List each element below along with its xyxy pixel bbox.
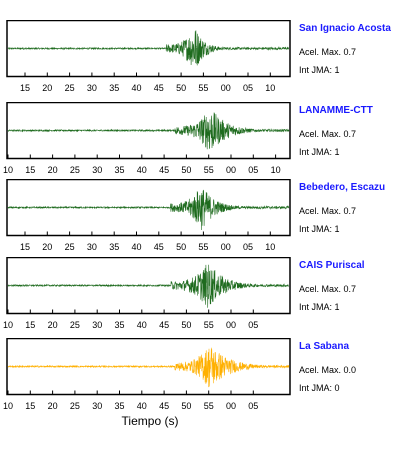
x-tick-label: 05 bbox=[248, 165, 258, 175]
station-name: LANAMME-CTT bbox=[299, 105, 373, 116]
x-tick-label: 35 bbox=[109, 83, 119, 93]
station-name: Bebedero, Escazu bbox=[299, 182, 386, 193]
x-tick-label: 35 bbox=[114, 320, 124, 330]
x-tick-label: 30 bbox=[87, 83, 97, 93]
x-tick-label: 10 bbox=[265, 242, 275, 252]
x-tick-label: 20 bbox=[48, 165, 58, 175]
x-tick-label: 00 bbox=[226, 165, 236, 175]
x-tick-label: 00 bbox=[221, 242, 231, 252]
x-tick-label: 00 bbox=[221, 83, 231, 93]
station-jma-intensity: Int JMA: 1 bbox=[299, 302, 340, 312]
x-tick-label: 35 bbox=[114, 165, 124, 175]
x-tick-label: 50 bbox=[181, 320, 191, 330]
station-jma-intensity: Int JMA: 1 bbox=[299, 147, 340, 157]
x-tick-label: 20 bbox=[48, 320, 58, 330]
x-tick-label: 05 bbox=[248, 320, 258, 330]
x-tick-label: 40 bbox=[137, 401, 147, 411]
x-tick-label: 05 bbox=[243, 83, 253, 93]
x-tick-label: 05 bbox=[248, 401, 258, 411]
x-tick-label: 15 bbox=[25, 165, 35, 175]
x-tick-label: 30 bbox=[92, 401, 102, 411]
x-tick-label: 25 bbox=[70, 401, 80, 411]
x-tick-label: 10 bbox=[271, 165, 281, 175]
x-tick-label: 25 bbox=[70, 165, 80, 175]
x-tick-label: 15 bbox=[20, 83, 30, 93]
panel-frame bbox=[6, 338, 291, 396]
x-tick-label: 45 bbox=[154, 242, 164, 252]
station-max-acceleration: Acel. Max. 0.7 bbox=[299, 206, 357, 216]
x-tick-label: 00 bbox=[226, 320, 236, 330]
station-max-acceleration: Acel. Max. 0.7 bbox=[299, 129, 357, 139]
waveform-trace bbox=[7, 112, 290, 150]
x-tick-label: 40 bbox=[131, 83, 141, 93]
x-tick-label: 40 bbox=[131, 242, 141, 252]
station-jma-intensity: Int JMA: 1 bbox=[299, 65, 340, 75]
panel-0-plot: 15 20 25 30 35 40 45 50 55 00 05 10 bbox=[6, 20, 291, 93]
panel-frame bbox=[6, 179, 291, 237]
x-tick-label: 25 bbox=[70, 320, 80, 330]
x-tick-label: 55 bbox=[204, 165, 214, 175]
panel-4-plot: 10 15 20 25 30 35 40 45 50 55 00 05 bbox=[3, 338, 291, 411]
x-tick-label: 15 bbox=[25, 320, 35, 330]
x-tick-label: 20 bbox=[42, 83, 52, 93]
x-tick-label: 00 bbox=[226, 401, 236, 411]
x-tick-label: 45 bbox=[159, 165, 169, 175]
x-tick-label: 55 bbox=[204, 401, 214, 411]
x-tick-label: 30 bbox=[92, 165, 102, 175]
x-tick-label: 10 bbox=[3, 401, 13, 411]
panel-2-plot: 15 20 25 30 35 40 45 50 55 00 05 10 bbox=[6, 179, 291, 252]
station-max-acceleration: Acel. Max. 0.7 bbox=[299, 47, 357, 57]
panel-3-plot: 10 15 20 25 30 35 40 45 50 55 00 05 bbox=[3, 257, 291, 330]
waveform-trace bbox=[7, 264, 290, 308]
x-tick-label: 10 bbox=[3, 320, 13, 330]
waveform-trace bbox=[7, 189, 290, 231]
x-tick-label: 35 bbox=[114, 401, 124, 411]
x-tick-label: 40 bbox=[137, 165, 147, 175]
panel-1-plot: 10 15 20 25 30 35 40 45 50 55 00 05 10 bbox=[3, 102, 291, 175]
station-name: CAIS Puriscal bbox=[299, 260, 365, 271]
station-jma-intensity: Int JMA: 0 bbox=[299, 383, 340, 393]
station-name: San Ignacio Acosta bbox=[299, 23, 391, 34]
station-name: La Sabana bbox=[299, 341, 350, 352]
station-max-acceleration: Acel. Max. 0.7 bbox=[299, 284, 357, 294]
x-tick-label: 15 bbox=[25, 401, 35, 411]
x-axis-label: Tiempo (s) bbox=[121, 414, 179, 428]
x-tick-label: 30 bbox=[92, 320, 102, 330]
x-tick-label: 45 bbox=[159, 401, 169, 411]
x-tick-label: 15 bbox=[20, 242, 30, 252]
x-tick-label: 55 bbox=[198, 83, 208, 93]
x-tick-label: 10 bbox=[265, 83, 275, 93]
x-tick-label: 10 bbox=[3, 165, 13, 175]
x-tick-label: 45 bbox=[154, 83, 164, 93]
x-tick-label: 55 bbox=[198, 242, 208, 252]
x-tick-label: 25 bbox=[65, 83, 75, 93]
x-tick-label: 05 bbox=[243, 242, 253, 252]
waveform-trace bbox=[7, 347, 290, 388]
x-tick-label: 25 bbox=[65, 242, 75, 252]
x-tick-label: 55 bbox=[204, 320, 214, 330]
x-tick-label: 50 bbox=[181, 165, 191, 175]
x-tick-label: 40 bbox=[137, 320, 147, 330]
waveform-trace bbox=[7, 30, 290, 66]
x-tick-label: 20 bbox=[48, 401, 58, 411]
station-jma-intensity: Int JMA: 1 bbox=[299, 224, 340, 234]
x-tick-label: 35 bbox=[109, 242, 119, 252]
panel-frame bbox=[6, 20, 291, 78]
x-tick-label: 50 bbox=[176, 242, 186, 252]
x-tick-label: 50 bbox=[176, 83, 186, 93]
x-tick-label: 45 bbox=[159, 320, 169, 330]
panel-frame bbox=[6, 102, 291, 160]
station-max-acceleration: Acel. Max. 0.0 bbox=[299, 365, 357, 375]
panel-frame bbox=[6, 257, 291, 315]
x-tick-label: 30 bbox=[87, 242, 97, 252]
x-tick-label: 50 bbox=[181, 401, 191, 411]
x-tick-label: 20 bbox=[42, 242, 52, 252]
